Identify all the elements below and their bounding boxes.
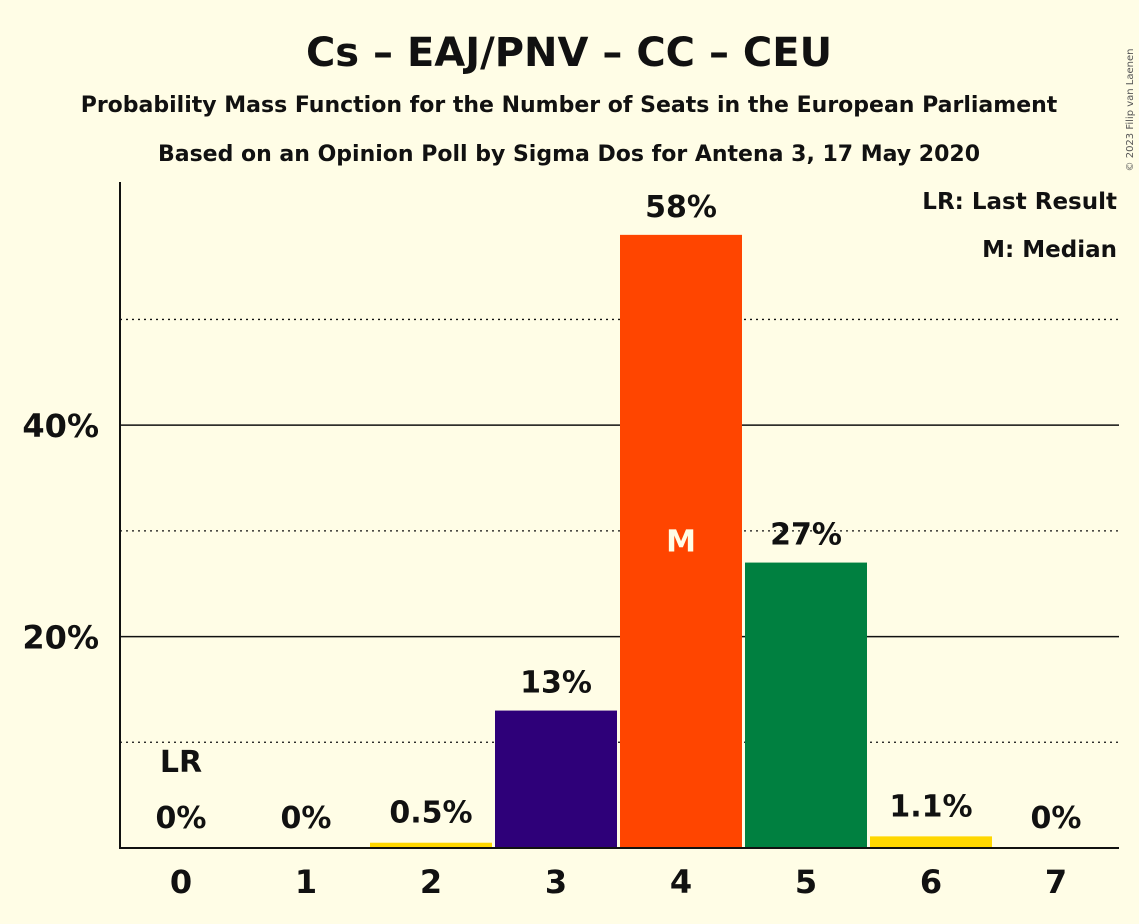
data-label: 0.5% bbox=[389, 796, 472, 831]
bar bbox=[495, 710, 617, 848]
chart-title: Cs – EAJ/PNV – CC – CEU bbox=[306, 30, 832, 76]
x-tick-label: 1 bbox=[295, 863, 317, 901]
data-label: 1.1% bbox=[889, 789, 972, 824]
x-tick-label: 4 bbox=[670, 863, 692, 901]
y-axis-ticks: 20% 40% bbox=[22, 407, 99, 656]
chart-subtitle-2: Based on an Opinion Poll by Sigma Dos fo… bbox=[158, 142, 980, 167]
gridlines bbox=[120, 318, 1119, 743]
data-label: 27% bbox=[770, 518, 842, 553]
data-label: 58% bbox=[645, 190, 717, 225]
bar bbox=[870, 836, 992, 848]
data-label: 0% bbox=[1031, 801, 1082, 836]
bars bbox=[370, 234, 992, 848]
legend-median: M: Median bbox=[982, 237, 1117, 263]
x-tick-label: 7 bbox=[1045, 863, 1067, 901]
copyright-notice: © 2023 Filip van Laenen bbox=[1125, 49, 1136, 172]
bar bbox=[370, 842, 492, 848]
x-tick-label: 6 bbox=[920, 863, 942, 901]
x-tick-label: 2 bbox=[420, 863, 442, 901]
y-tick-label: 20% bbox=[22, 619, 99, 657]
y-tick-label: 40% bbox=[22, 407, 99, 445]
x-axis-ticks: 0 1 2 3 4 5 6 7 bbox=[170, 863, 1067, 901]
median-marker: M bbox=[666, 524, 696, 559]
data-label: 0% bbox=[281, 801, 332, 836]
legend-last-result: LR: Last Result bbox=[922, 189, 1117, 215]
x-tick-label: 3 bbox=[545, 863, 567, 901]
last-result-marker: LR bbox=[160, 745, 202, 780]
x-tick-label: 0 bbox=[170, 863, 192, 901]
data-labels: 0% LR 0% 0.5% 13% 58% M 27% 1.1% 0% bbox=[156, 190, 1082, 836]
chart-subtitle-1: Probability Mass Function for the Number… bbox=[81, 93, 1058, 118]
bar bbox=[620, 234, 742, 848]
bar bbox=[745, 562, 867, 848]
data-label: 0% bbox=[156, 801, 207, 836]
x-tick-label: 5 bbox=[795, 863, 817, 901]
data-label: 13% bbox=[520, 666, 592, 701]
